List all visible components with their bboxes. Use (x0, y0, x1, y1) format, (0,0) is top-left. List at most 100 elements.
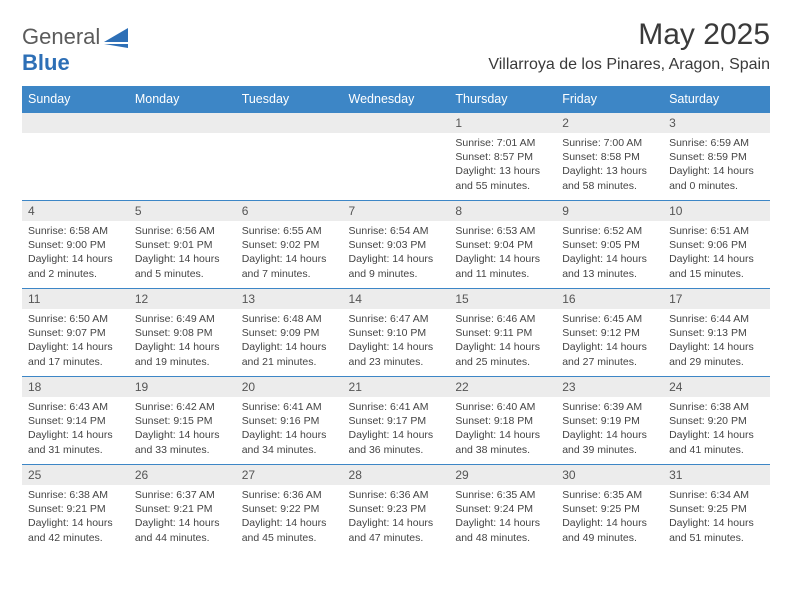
sunrise-line: Sunrise: 6:35 AM (455, 488, 550, 502)
day-number: 24 (663, 377, 770, 397)
weekday-header: Monday (129, 86, 236, 113)
sunrise-line: Sunrise: 6:44 AM (669, 312, 764, 326)
sunrise-line: Sunrise: 6:38 AM (28, 488, 123, 502)
header-bar: General Blue May 2025 Villarroya de los … (22, 18, 770, 76)
sunrise-line: Sunrise: 6:42 AM (135, 400, 230, 414)
sunrise-line: Sunrise: 6:37 AM (135, 488, 230, 502)
sunset-line: Sunset: 9:21 PM (28, 502, 123, 516)
day-details: Sunrise: 6:34 AMSunset: 9:25 PMDaylight:… (663, 485, 770, 549)
day-details: Sunrise: 6:35 AMSunset: 9:24 PMDaylight:… (449, 485, 556, 549)
weekday-header: Sunday (22, 86, 129, 113)
weekday-header: Friday (556, 86, 663, 113)
calendar-page: General Blue May 2025 Villarroya de los … (0, 0, 792, 563)
day-details: Sunrise: 6:45 AMSunset: 9:12 PMDaylight:… (556, 309, 663, 373)
calendar-thead: SundayMondayTuesdayWednesdayThursdayFrid… (22, 86, 770, 113)
day-details: Sunrise: 6:58 AMSunset: 9:00 PMDaylight:… (22, 221, 129, 285)
calendar-cell: 22Sunrise: 6:40 AMSunset: 9:18 PMDayligh… (449, 377, 556, 465)
calendar-cell: 24Sunrise: 6:38 AMSunset: 9:20 PMDayligh… (663, 377, 770, 465)
sunset-line: Sunset: 9:24 PM (455, 502, 550, 516)
calendar-cell: 6Sunrise: 6:55 AMSunset: 9:02 PMDaylight… (236, 201, 343, 289)
daylight-line: Daylight: 14 hours and 7 minutes. (242, 252, 337, 280)
calendar-cell: 23Sunrise: 6:39 AMSunset: 9:19 PMDayligh… (556, 377, 663, 465)
calendar-cell: 28Sunrise: 6:36 AMSunset: 9:23 PMDayligh… (343, 465, 450, 553)
sunrise-line: Sunrise: 6:45 AM (562, 312, 657, 326)
daylight-line: Daylight: 14 hours and 45 minutes. (242, 516, 337, 544)
sunrise-line: Sunrise: 6:50 AM (28, 312, 123, 326)
sunrise-line: Sunrise: 6:43 AM (28, 400, 123, 414)
sunrise-line: Sunrise: 6:48 AM (242, 312, 337, 326)
sunset-line: Sunset: 9:01 PM (135, 238, 230, 252)
sunrise-line: Sunrise: 6:36 AM (242, 488, 337, 502)
daylight-line: Daylight: 14 hours and 39 minutes. (562, 428, 657, 456)
sunset-line: Sunset: 9:03 PM (349, 238, 444, 252)
daylight-line: Daylight: 14 hours and 42 minutes. (28, 516, 123, 544)
daylight-line: Daylight: 14 hours and 31 minutes. (28, 428, 123, 456)
sunset-line: Sunset: 9:10 PM (349, 326, 444, 340)
day-number: 4 (22, 201, 129, 221)
sunrise-line: Sunrise: 6:46 AM (455, 312, 550, 326)
sunrise-line: Sunrise: 7:00 AM (562, 136, 657, 150)
daylight-line: Daylight: 14 hours and 9 minutes. (349, 252, 444, 280)
sunrise-line: Sunrise: 6:47 AM (349, 312, 444, 326)
day-number: 6 (236, 201, 343, 221)
day-details: Sunrise: 6:59 AMSunset: 8:59 PMDaylight:… (663, 133, 770, 197)
sunset-line: Sunset: 9:25 PM (669, 502, 764, 516)
day-details: Sunrise: 7:01 AMSunset: 8:57 PMDaylight:… (449, 133, 556, 197)
sunset-line: Sunset: 9:21 PM (135, 502, 230, 516)
day-details: Sunrise: 6:54 AMSunset: 9:03 PMDaylight:… (343, 221, 450, 285)
calendar-week-row: 4Sunrise: 6:58 AMSunset: 9:00 PMDaylight… (22, 201, 770, 289)
sunset-line: Sunset: 9:04 PM (455, 238, 550, 252)
calendar-cell (129, 113, 236, 201)
day-number: 1 (449, 113, 556, 133)
weekday-header: Saturday (663, 86, 770, 113)
sunrise-line: Sunrise: 6:59 AM (669, 136, 764, 150)
daylight-line: Daylight: 14 hours and 41 minutes. (669, 428, 764, 456)
calendar-cell: 13Sunrise: 6:48 AMSunset: 9:09 PMDayligh… (236, 289, 343, 377)
calendar-cell: 11Sunrise: 6:50 AMSunset: 9:07 PMDayligh… (22, 289, 129, 377)
day-number-empty (129, 113, 236, 133)
sunset-line: Sunset: 9:07 PM (28, 326, 123, 340)
daylight-line: Daylight: 14 hours and 2 minutes. (28, 252, 123, 280)
sunset-line: Sunset: 9:09 PM (242, 326, 337, 340)
day-details: Sunrise: 6:36 AMSunset: 9:23 PMDaylight:… (343, 485, 450, 549)
calendar-cell: 16Sunrise: 6:45 AMSunset: 9:12 PMDayligh… (556, 289, 663, 377)
sunset-line: Sunset: 8:57 PM (455, 150, 550, 164)
sunset-line: Sunset: 9:02 PM (242, 238, 337, 252)
calendar-cell (236, 113, 343, 201)
sunset-line: Sunset: 9:06 PM (669, 238, 764, 252)
sunset-line: Sunset: 9:23 PM (349, 502, 444, 516)
month-title: May 2025 (488, 18, 770, 52)
sunrise-line: Sunrise: 6:35 AM (562, 488, 657, 502)
daylight-line: Daylight: 13 hours and 55 minutes. (455, 164, 550, 192)
calendar-week-row: 1Sunrise: 7:01 AMSunset: 8:57 PMDaylight… (22, 113, 770, 201)
daylight-line: Daylight: 14 hours and 47 minutes. (349, 516, 444, 544)
calendar-cell: 5Sunrise: 6:56 AMSunset: 9:01 PMDaylight… (129, 201, 236, 289)
calendar-cell: 8Sunrise: 6:53 AMSunset: 9:04 PMDaylight… (449, 201, 556, 289)
calendar-cell: 9Sunrise: 6:52 AMSunset: 9:05 PMDaylight… (556, 201, 663, 289)
daylight-line: Daylight: 14 hours and 25 minutes. (455, 340, 550, 368)
day-number-empty (343, 113, 450, 133)
day-number: 27 (236, 465, 343, 485)
calendar-cell: 25Sunrise: 6:38 AMSunset: 9:21 PMDayligh… (22, 465, 129, 553)
sunset-line: Sunset: 9:16 PM (242, 414, 337, 428)
title-block: May 2025 Villarroya de los Pinares, Arag… (488, 18, 770, 74)
day-number: 17 (663, 289, 770, 309)
logo-word1: General (22, 24, 100, 49)
sunrise-line: Sunrise: 6:40 AM (455, 400, 550, 414)
daylight-line: Daylight: 14 hours and 27 minutes. (562, 340, 657, 368)
daylight-line: Daylight: 14 hours and 13 minutes. (562, 252, 657, 280)
day-details: Sunrise: 6:42 AMSunset: 9:15 PMDaylight:… (129, 397, 236, 461)
daylight-line: Daylight: 13 hours and 58 minutes. (562, 164, 657, 192)
day-details: Sunrise: 7:00 AMSunset: 8:58 PMDaylight:… (556, 133, 663, 197)
daylight-line: Daylight: 14 hours and 23 minutes. (349, 340, 444, 368)
calendar-cell: 2Sunrise: 7:00 AMSunset: 8:58 PMDaylight… (556, 113, 663, 201)
day-number: 22 (449, 377, 556, 397)
sunset-line: Sunset: 9:18 PM (455, 414, 550, 428)
sunrise-line: Sunrise: 6:41 AM (242, 400, 337, 414)
day-details: Sunrise: 6:50 AMSunset: 9:07 PMDaylight:… (22, 309, 129, 373)
day-number: 8 (449, 201, 556, 221)
daylight-line: Daylight: 14 hours and 36 minutes. (349, 428, 444, 456)
calendar-cell: 27Sunrise: 6:36 AMSunset: 9:22 PMDayligh… (236, 465, 343, 553)
day-number: 7 (343, 201, 450, 221)
day-number: 31 (663, 465, 770, 485)
